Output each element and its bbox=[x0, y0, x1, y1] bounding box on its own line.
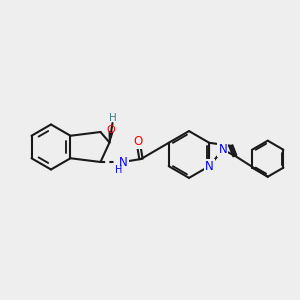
Text: N: N bbox=[205, 160, 214, 173]
Text: H: H bbox=[109, 113, 116, 123]
Polygon shape bbox=[109, 132, 113, 142]
Text: O: O bbox=[106, 124, 116, 135]
Text: O: O bbox=[134, 134, 142, 148]
Text: H: H bbox=[115, 165, 122, 176]
Text: N: N bbox=[218, 143, 227, 156]
Text: N: N bbox=[118, 155, 127, 169]
